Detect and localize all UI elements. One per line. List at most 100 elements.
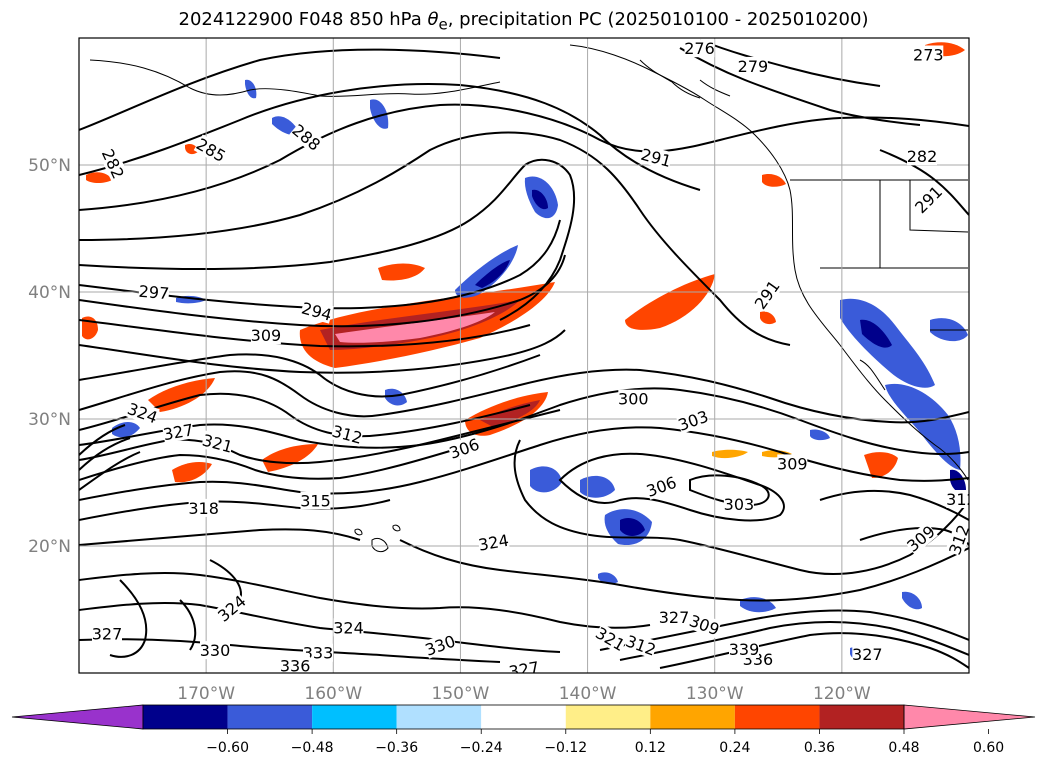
lat-tick-label: 40°N: [28, 283, 71, 303]
contour-label-bg: [684, 39, 715, 58]
colorbar-swatch: [312, 705, 397, 729]
contour-label-group: 312: [623, 631, 658, 659]
contour-label-bg: [200, 641, 230, 660]
contour-label-bg: [945, 522, 969, 557]
contour-label-bg: [300, 491, 331, 510]
contour-label: 276: [684, 39, 715, 58]
contour-label-bg: [333, 618, 364, 637]
contour-label-group: 327: [507, 657, 541, 682]
colorbar-tick-label: 0.24: [719, 740, 750, 756]
coastlines: [89, 44, 969, 553]
contour-label-group: 309: [777, 454, 808, 473]
contour-label-bg: [161, 420, 195, 444]
contour-label-bg: [659, 608, 689, 627]
contour-label: 300: [618, 390, 649, 409]
contour-label: 318: [188, 499, 219, 518]
contour-label: 309: [777, 454, 808, 473]
contour-label-bg: [138, 281, 170, 303]
contour-label-bg: [907, 147, 937, 166]
contour-label-bg: [687, 611, 722, 639]
contour-label-group: 318: [188, 498, 219, 518]
contour-label: 336: [280, 656, 311, 675]
lat-tick-label: 20°N: [28, 537, 71, 557]
map-title: 2024122900 F048 850 hPa θe, precipitatio…: [0, 9, 1047, 34]
colorbar-tick-label: −0.48: [291, 740, 334, 756]
contour-label-bg: [644, 472, 679, 500]
lat-tick-label: 50°N: [28, 156, 71, 176]
contour-label-group: 324: [477, 531, 510, 555]
contour-label-group: 327: [852, 645, 883, 664]
contour-label-bg: [507, 657, 541, 673]
contour-label-bg: [623, 631, 659, 659]
colorbar-tick-label: −0.60: [206, 740, 249, 756]
contour-label: 297: [138, 282, 170, 304]
contour-label: 327: [507, 658, 540, 682]
contour-label-bg: [675, 406, 711, 434]
colorbar-extend-high: [903, 704, 1036, 730]
contour-label-group: 327: [162, 420, 195, 444]
contour-label-bg: [447, 434, 482, 462]
contour-label-bg: [946, 490, 969, 508]
contour-label-bg: [903, 521, 938, 555]
contour-label-group: 312: [946, 490, 977, 509]
contour-label-bg: [723, 495, 754, 514]
contour-label: 303: [724, 495, 755, 514]
contour-label-group: 300: [618, 389, 649, 409]
contour-label-group: 324: [333, 618, 364, 637]
contour-label-bg: [777, 454, 808, 473]
contour-label-group: 339: [729, 639, 759, 659]
contour-label-bg: [852, 645, 883, 663]
contour-label: 312: [946, 490, 977, 509]
contour-label-bg: [299, 298, 334, 324]
contour-label: 309: [251, 326, 282, 345]
contour-label-bg: [618, 389, 649, 408]
contour-label: 282: [907, 147, 938, 166]
contour-label: 327: [659, 608, 690, 627]
contour-label-bg: [92, 624, 122, 643]
contour-label-group: 279: [737, 56, 769, 76]
colorbar-tick-label: −0.24: [460, 740, 503, 756]
colorbar-swatch: [734, 705, 820, 729]
contour-label-group: 333: [303, 643, 333, 663]
contour-label-bg: [214, 591, 249, 625]
contour-label: 327: [852, 645, 883, 664]
colorbar-swatch: [819, 705, 904, 729]
colorbar-swatch: [650, 705, 735, 729]
lon-tick-label: 150°W: [432, 684, 490, 704]
contour-label-bg: [737, 56, 768, 75]
contour-label-group: 273: [913, 45, 944, 65]
colorbar-swatch: [143, 705, 228, 729]
contour-label-bg: [98, 146, 128, 182]
title-subscript: e: [438, 15, 448, 34]
contour-label-group: 327: [659, 608, 690, 627]
contour-label-group: 327: [92, 624, 122, 644]
contour-label: 273: [913, 46, 944, 65]
contour-label-group: 330: [200, 641, 230, 660]
contour-label-bg: [188, 498, 219, 517]
colorbar-tick-label: −0.12: [544, 740, 587, 756]
lon-tick-label: 120°W: [813, 684, 871, 704]
contour-label-group: 303: [723, 495, 755, 514]
latitude-labels: 50°N 40°N 30°N 20°N: [28, 156, 71, 557]
contour-label-bg: [280, 656, 311, 673]
colorbar-tick-label: 0.60: [973, 740, 1004, 756]
lon-tick-label: 170°W: [177, 684, 235, 704]
contour-label-bg: [250, 326, 281, 345]
colorbar-tick-labels: −0.60 −0.48 −0.36 −0.24 −0.12 0.12 0.24 0.36 0.4…: [206, 740, 1004, 756]
graticule: [79, 38, 969, 673]
contour-label-bg: [330, 421, 365, 447]
contour-label-group: 315: [300, 491, 331, 510]
contour-label-bg: [289, 120, 324, 154]
contour-label-group: 309: [250, 326, 282, 345]
contour-label-bg: [422, 631, 458, 659]
colorbar-swatch: [481, 705, 566, 729]
title-text-tail: , precipitation PC (2025010100 - 2025010…: [447, 9, 869, 30]
colorbar-frame: [142, 704, 905, 730]
contour-label-bg: [593, 623, 628, 654]
contour-label-group: 297: [138, 282, 170, 304]
contour-label-bg: [303, 643, 333, 662]
contour-label-bg: [200, 430, 235, 456]
colorbar-tick-label: 0.12: [635, 740, 666, 756]
contour-label: 279: [738, 57, 769, 76]
